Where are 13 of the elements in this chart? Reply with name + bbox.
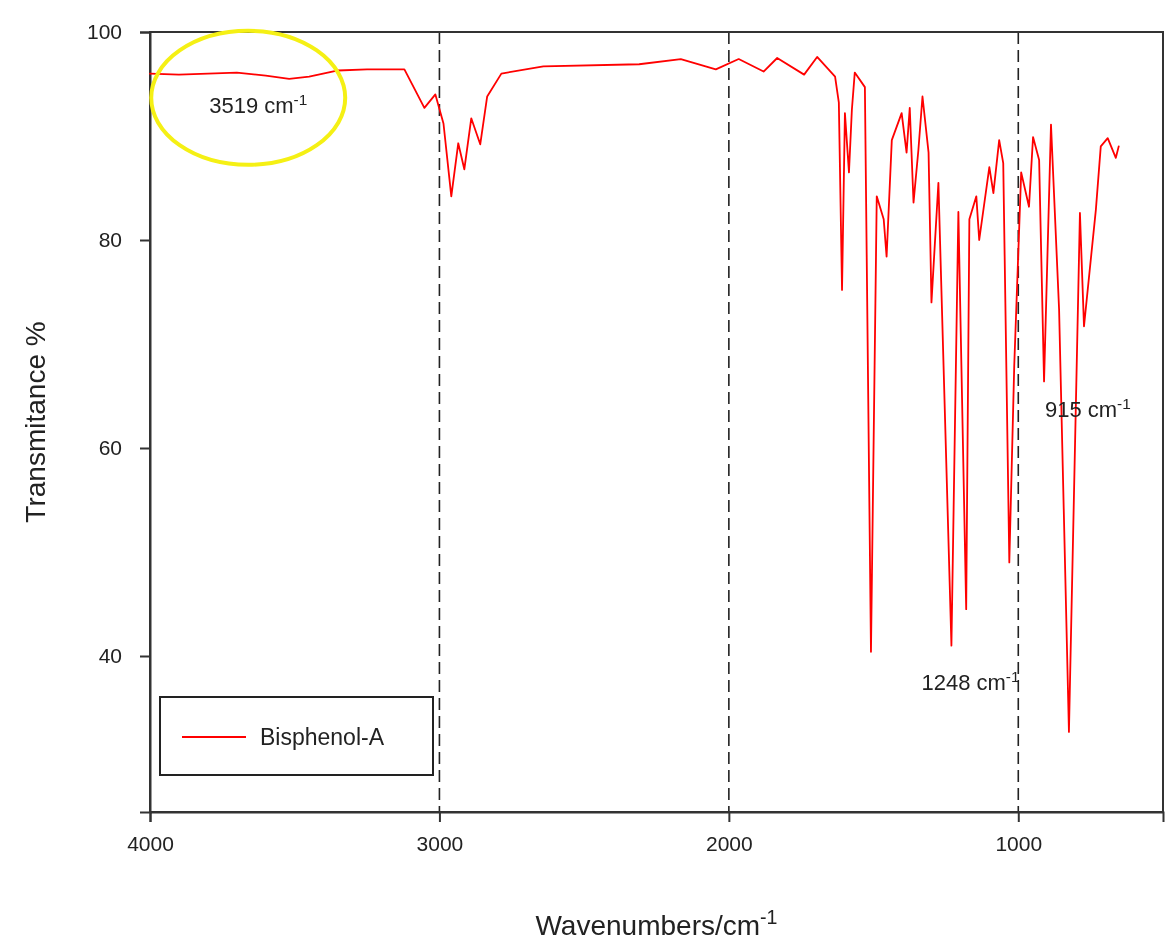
y-tick-label: 60 [98,436,122,460]
annotation: 1248 cm$^{-1}$ [921,667,1020,695]
x-tick-label: 3000 [416,831,464,855]
x-tick-label: 1000 [995,831,1043,855]
y-tick-label: 100 [86,20,122,44]
y-axis-title: Transmitance % [20,321,51,523]
y-tick-label: 80 [98,228,122,252]
legend-label: Bisphenol-A [260,724,385,750]
y-tick-label: 40 [98,644,122,668]
x-tick-label: 2000 [706,831,753,855]
x-tick-label: 4000 [127,831,174,855]
x-axis-title: Wavenumbers/cm$^{-1}$ [535,906,778,941]
annotation: 3519 cm$^{-1}$ [209,90,308,118]
